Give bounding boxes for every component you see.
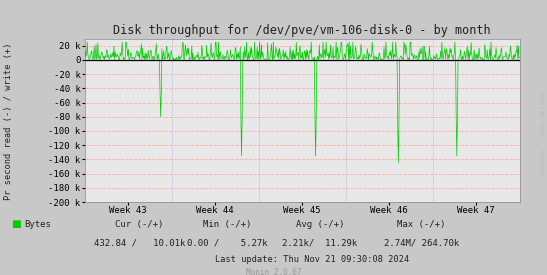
Text: Min (-/+): Min (-/+) [203, 220, 251, 229]
Text: 2.74M/ 264.70k: 2.74M/ 264.70k [383, 239, 459, 248]
Title: Disk throughput for /dev/pve/vm-106-disk-0 - by month: Disk throughput for /dev/pve/vm-106-disk… [113, 24, 491, 37]
Text: RRDTOOL / TOBI OETIKER: RRDTOOL / TOBI OETIKER [541, 91, 546, 173]
Text: Avg (-/+): Avg (-/+) [296, 220, 344, 229]
Text: 0.00 /    5.27k: 0.00 / 5.27k [187, 239, 267, 248]
Text: Cur (-/+): Cur (-/+) [115, 220, 164, 229]
Text: Max (-/+): Max (-/+) [397, 220, 445, 229]
Text: Last update: Thu Nov 21 09:30:08 2024: Last update: Thu Nov 21 09:30:08 2024 [214, 255, 409, 264]
Text: ■: ■ [11, 219, 21, 229]
Text: 432.84 /   10.01k: 432.84 / 10.01k [94, 239, 185, 248]
Text: Pr second read (-) / write (+): Pr second read (-) / write (+) [4, 42, 13, 200]
Text: Bytes: Bytes [25, 220, 51, 229]
Text: Munin 2.0.67: Munin 2.0.67 [246, 268, 301, 275]
Text: 2.21k/  11.29k: 2.21k/ 11.29k [282, 239, 358, 248]
